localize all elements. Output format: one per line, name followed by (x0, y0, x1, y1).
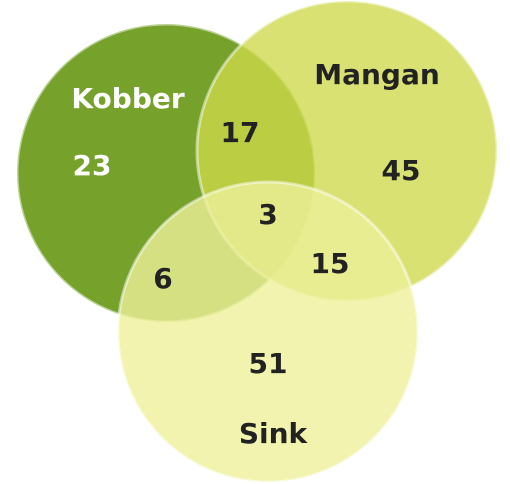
region-value: 51 (249, 347, 288, 380)
region-value: 45 (382, 154, 421, 187)
set-circle (116, 180, 420, 484)
region-value: 15 (311, 247, 350, 280)
region-value: 6 (153, 262, 172, 295)
set-label: Sink (239, 417, 309, 450)
region-value: 23 (73, 149, 112, 182)
region-value: 17 (221, 116, 260, 149)
set-label: Mangan (314, 58, 440, 91)
set-label: Kobber (71, 82, 185, 115)
region-value: 3 (258, 198, 277, 231)
